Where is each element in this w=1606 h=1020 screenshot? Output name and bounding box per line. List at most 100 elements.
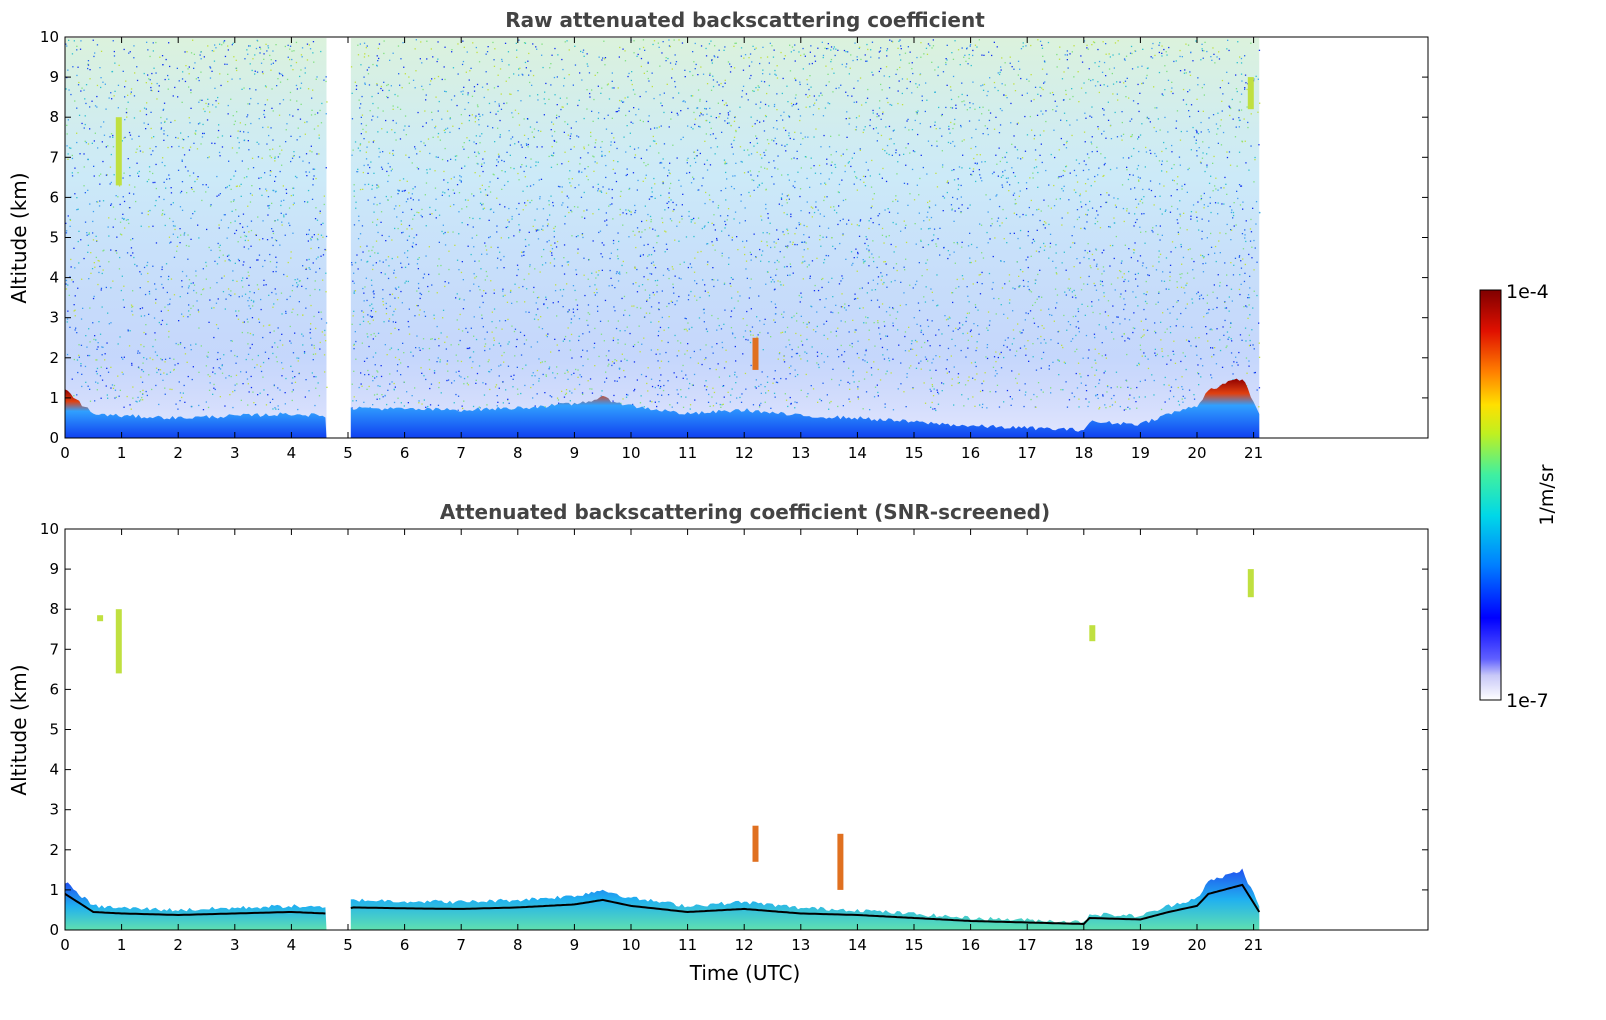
noise-speck xyxy=(729,71,732,73)
noise-speck xyxy=(395,205,397,207)
noise-speck xyxy=(1207,205,1209,207)
noise-speck xyxy=(820,146,822,148)
noise-speck xyxy=(465,71,467,73)
noise-speck xyxy=(972,81,974,83)
noise-speck xyxy=(1089,115,1091,117)
noise-speck xyxy=(567,311,569,313)
noise-speck xyxy=(383,40,385,42)
noise-speck xyxy=(807,393,809,395)
noise-speck xyxy=(530,158,532,160)
noise-speck xyxy=(914,283,917,286)
noise-speck xyxy=(579,163,581,165)
noise-speck xyxy=(257,394,259,396)
noise-speck xyxy=(557,399,560,401)
noise-speck xyxy=(508,341,510,343)
noise-speck xyxy=(1105,75,1107,77)
noise-speck xyxy=(269,54,271,57)
noise-speck xyxy=(618,272,620,274)
noise-speck xyxy=(894,279,896,282)
noise-speck xyxy=(483,290,485,292)
noise-speck xyxy=(1190,149,1192,151)
noise-speck xyxy=(117,343,119,345)
noise-speck xyxy=(305,268,307,270)
noise-speck xyxy=(661,316,663,319)
noise-speck xyxy=(1235,224,1237,226)
noise-speck xyxy=(1217,274,1219,276)
noise-speck xyxy=(624,60,627,62)
noise-speck xyxy=(647,62,649,64)
noise-speck xyxy=(221,277,223,279)
noise-speck xyxy=(794,131,796,133)
noise-speck xyxy=(1099,280,1102,282)
noise-speck xyxy=(778,261,780,263)
noise-speck xyxy=(121,275,123,277)
noise-speck xyxy=(1230,229,1232,231)
noise-speck xyxy=(634,204,636,207)
noise-speck xyxy=(774,261,776,264)
noise-speck xyxy=(858,115,860,117)
noise-speck xyxy=(857,386,859,388)
noise-speck xyxy=(880,67,882,70)
noise-speck xyxy=(290,342,292,344)
noise-speck xyxy=(320,234,323,236)
noise-speck xyxy=(178,145,180,148)
noise-speck xyxy=(497,153,500,155)
noise-speck xyxy=(1033,240,1036,242)
noise-speck xyxy=(501,170,503,172)
noise-speck xyxy=(372,291,374,293)
noise-speck xyxy=(398,205,401,207)
noise-speck xyxy=(1181,56,1183,58)
noise-speck xyxy=(99,183,101,185)
noise-speck xyxy=(914,223,916,225)
noise-speck xyxy=(822,277,824,280)
noise-speck xyxy=(610,141,612,143)
noise-speck xyxy=(535,302,537,304)
noise-speck xyxy=(274,407,276,409)
noise-speck xyxy=(130,93,132,95)
noise-speck xyxy=(127,158,129,160)
noise-speck xyxy=(1233,202,1235,204)
noise-speck xyxy=(287,261,289,264)
noise-speck xyxy=(936,389,938,391)
noise-speck xyxy=(1080,55,1082,57)
noise-speck xyxy=(291,58,293,61)
noise-speck xyxy=(502,381,504,383)
noise-speck xyxy=(766,139,769,141)
noise-speck xyxy=(164,121,166,123)
noise-speck xyxy=(285,188,287,191)
noise-speck xyxy=(398,190,400,192)
noise-speck xyxy=(92,210,95,213)
noise-speck xyxy=(365,131,367,133)
noise-speck xyxy=(1234,136,1237,138)
noise-speck xyxy=(456,319,458,321)
noise-speck xyxy=(114,62,116,64)
noise-speck xyxy=(84,123,86,126)
noise-speck xyxy=(74,309,76,311)
noise-speck xyxy=(819,234,821,237)
noise-speck xyxy=(148,293,151,295)
noise-speck xyxy=(311,344,313,346)
noise-speck xyxy=(694,42,696,45)
noise-speck xyxy=(147,213,149,216)
noise-speck xyxy=(1238,126,1240,128)
noise-speck xyxy=(516,301,518,303)
noise-speck xyxy=(704,290,706,292)
noise-speck xyxy=(582,236,584,239)
noise-speck xyxy=(78,230,80,232)
noise-speck xyxy=(1025,348,1027,350)
noise-speck xyxy=(437,156,439,158)
noise-speck xyxy=(739,396,741,399)
noise-speck xyxy=(420,41,422,43)
noise-speck xyxy=(148,374,150,376)
noise-speck xyxy=(99,67,101,69)
noise-speck xyxy=(495,327,497,329)
noise-speck xyxy=(260,298,262,301)
noise-speck xyxy=(562,306,564,308)
noise-speck xyxy=(255,234,257,236)
noise-speck xyxy=(310,304,312,307)
noise-speck xyxy=(636,227,639,229)
noise-speck xyxy=(1201,43,1203,45)
noise-speck xyxy=(387,277,390,280)
noise-speck xyxy=(634,234,636,236)
noise-speck xyxy=(242,286,244,288)
